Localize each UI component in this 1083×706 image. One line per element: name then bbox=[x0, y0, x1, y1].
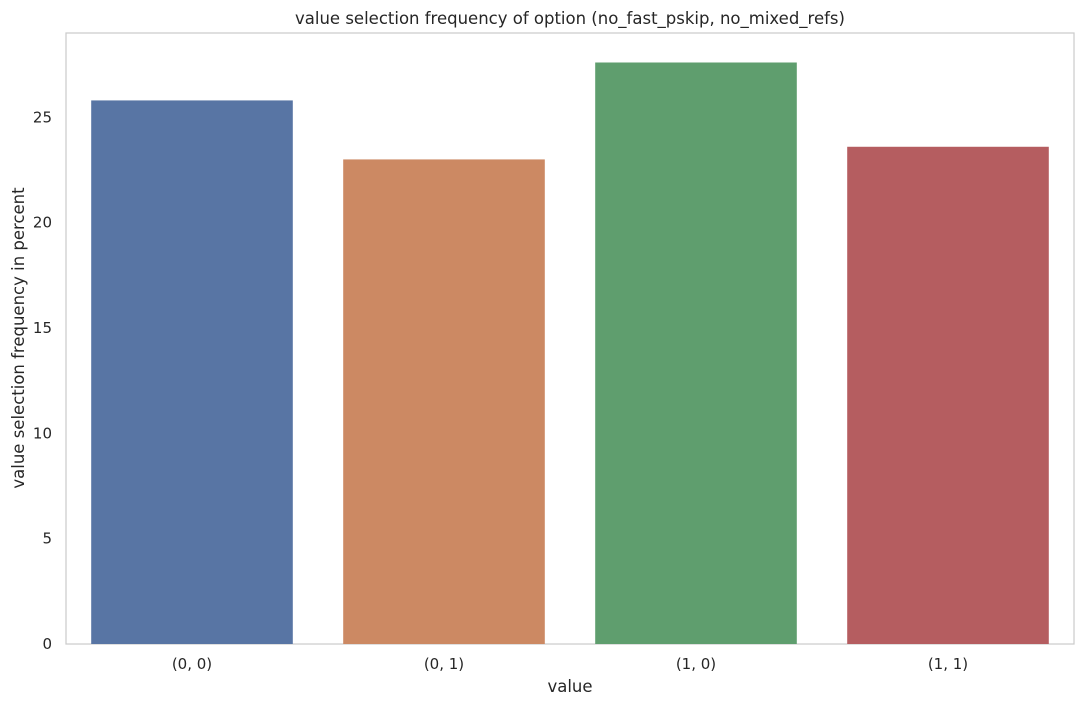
y-tick-label: 25 bbox=[33, 108, 52, 126]
y-tick-label: 5 bbox=[42, 530, 52, 548]
chart-title: value selection frequency of option (no_… bbox=[295, 9, 845, 29]
y-tick-label: 0 bbox=[42, 635, 52, 653]
x-tick-label: (1, 1) bbox=[928, 655, 968, 673]
y-tick-label: 10 bbox=[33, 424, 52, 442]
plot-area: 0 5 10 15 20 25 (0, 0) (0, 1) (1, 0) (1, 1) bbox=[33, 32, 1075, 673]
x-tick-label: (1, 0) bbox=[676, 655, 716, 673]
bar bbox=[343, 159, 545, 644]
x-tick-label: (0, 0) bbox=[172, 655, 212, 673]
axes-frame bbox=[65, 32, 1075, 645]
bar bbox=[91, 100, 293, 644]
bar bbox=[595, 62, 797, 644]
x-axis-label: value bbox=[547, 677, 592, 696]
y-axis-label: value selection frequency in percent bbox=[9, 187, 28, 489]
y-tick-label: 15 bbox=[33, 319, 52, 337]
y-tick-label: 20 bbox=[33, 214, 52, 232]
bar bbox=[847, 146, 1049, 645]
x-tick-label: (0, 1) bbox=[424, 655, 464, 673]
